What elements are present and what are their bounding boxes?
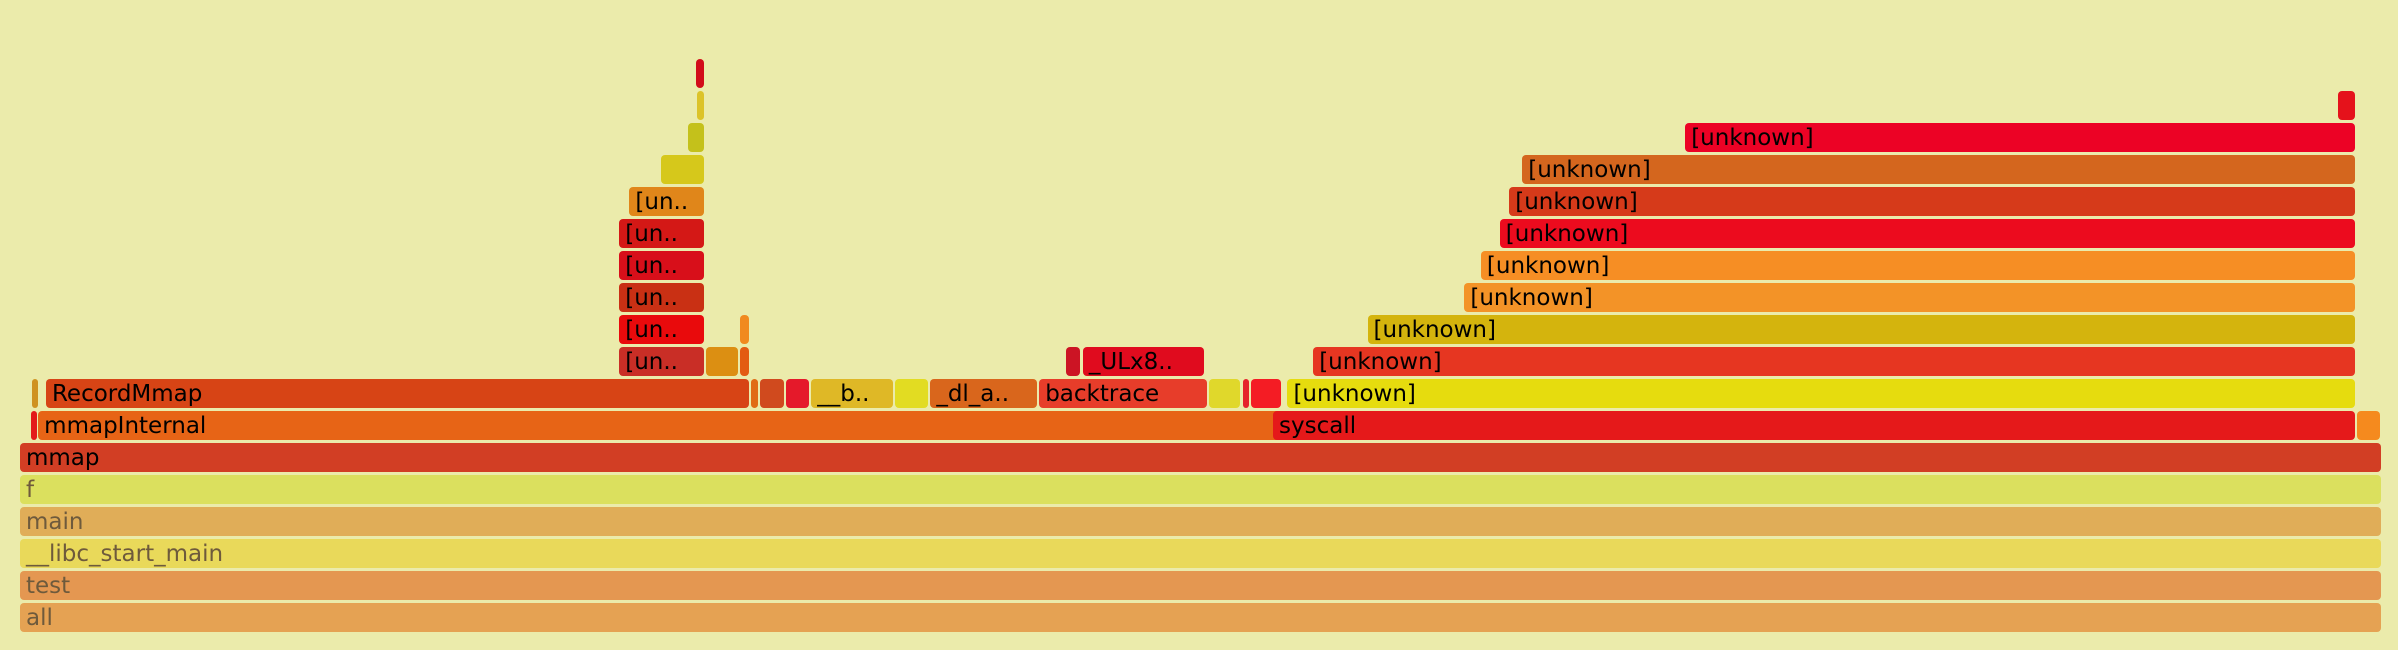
flame-frame[interactable]: [unknown] <box>1367 315 2355 344</box>
flame-frame[interactable] <box>740 315 749 344</box>
flame-frame[interactable]: syscall <box>1273 411 2355 440</box>
flame-frame[interactable]: [unknown] <box>1313 347 2355 376</box>
flame-frame[interactable] <box>1250 379 1281 408</box>
flame-frame[interactable]: mmapInternal <box>38 411 1294 440</box>
flame-frame[interactable]: _ULx8.. <box>1082 347 1204 376</box>
flame-frame[interactable] <box>688 123 704 152</box>
flame-frame[interactable] <box>661 155 704 184</box>
flame-frame[interactable] <box>751 379 759 408</box>
flame-frame[interactable]: [unknown] <box>1287 379 2355 408</box>
flame-frame[interactable]: test <box>20 571 2381 600</box>
flame-frame[interactable]: RecordMmap <box>45 379 749 408</box>
flame-frame[interactable] <box>2357 411 2380 440</box>
flame-frame[interactable]: main <box>20 507 2381 536</box>
flame-frame[interactable]: [un.. <box>629 187 704 216</box>
flame-frame[interactable] <box>31 379 38 408</box>
flame-frame[interactable]: [unknown] <box>1480 251 2355 280</box>
flame-frame[interactable] <box>31 411 38 440</box>
flame-frame[interactable] <box>785 379 809 408</box>
flame-frame[interactable]: __b.. <box>811 379 893 408</box>
flame-frame[interactable] <box>696 91 704 120</box>
flame-frame[interactable]: [unknown] <box>1499 219 2355 248</box>
flame-frame[interactable]: [un.. <box>619 315 704 344</box>
flame-frame[interactable]: [unknown] <box>1509 187 2355 216</box>
flame-frame[interactable] <box>1209 379 1241 408</box>
flame-frame[interactable] <box>2338 91 2355 120</box>
flame-frame[interactable]: _dl_a.. <box>930 379 1037 408</box>
flame-frame[interactable]: [unknown] <box>1464 283 2355 312</box>
flame-frame[interactable]: [un.. <box>619 251 704 280</box>
flame-frame[interactable] <box>695 59 704 88</box>
flame-frame[interactable] <box>895 379 929 408</box>
flame-frame[interactable] <box>760 379 785 408</box>
flame-frame[interactable] <box>1242 379 1249 408</box>
flame-frame[interactable]: [un.. <box>619 347 704 376</box>
flame-frame[interactable]: mmap <box>20 443 2381 472</box>
flame-frame[interactable]: __libc_start_main <box>20 539 2381 568</box>
flame-frame[interactable]: [unknown] <box>1685 123 2355 152</box>
flame-frame[interactable]: f <box>20 475 2381 504</box>
flame-frame[interactable] <box>740 347 749 376</box>
flame-frame[interactable] <box>706 347 739 376</box>
flame-frame[interactable]: [un.. <box>619 283 704 312</box>
flame-frame[interactable]: all <box>20 603 2381 632</box>
flame-frame[interactable] <box>1066 347 1080 376</box>
flame-frame[interactable]: [un.. <box>619 219 704 248</box>
flame-frame[interactable]: [unknown] <box>1522 155 2355 184</box>
flame-frame[interactable]: backtrace <box>1039 379 1208 408</box>
